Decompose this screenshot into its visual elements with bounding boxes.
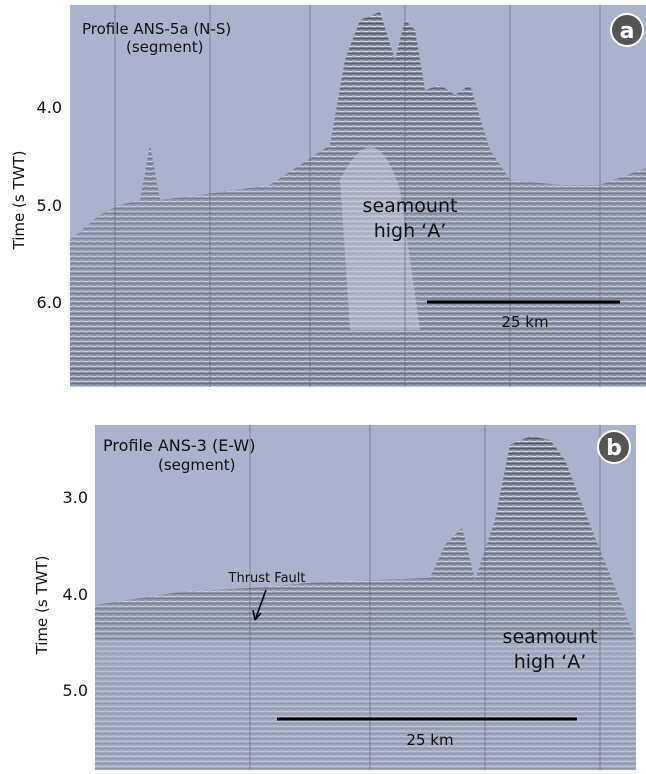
panel-title: Profile ANS-3 (E-W) bbox=[103, 436, 255, 455]
y-tick-label: 5.0 bbox=[37, 196, 62, 215]
callout-label: Thrust Fault bbox=[228, 571, 306, 586]
figure: Profile ANS-5a (N-S) (segment) a 4.0 5.0… bbox=[0, 0, 646, 770]
panel-a: Profile ANS-5a (N-S) (segment) a 4.0 5.0… bbox=[10, 5, 646, 387]
y-axis-label: Time (s TWT) bbox=[33, 556, 51, 656]
panel-title: Profile ANS-5a (N-S) bbox=[82, 20, 231, 38]
panel-label: a bbox=[620, 19, 635, 44]
panel-subtitle: (segment) bbox=[126, 38, 204, 56]
annotation: high ‘A’ bbox=[514, 651, 587, 673]
panel-b: Profile ANS-3 (E-W) (segment) b 3.0 4.0 … bbox=[33, 425, 636, 770]
annotation: high ‘A’ bbox=[374, 220, 447, 242]
y-tick-label: 3.0 bbox=[63, 488, 88, 507]
y-tick-label: 4.0 bbox=[37, 98, 62, 117]
scale-bar-label: 25 km bbox=[406, 731, 453, 749]
annotation: seamount bbox=[363, 195, 458, 217]
y-tick-label: 5.0 bbox=[63, 681, 88, 700]
y-axis-label: Time (s TWT) bbox=[10, 151, 28, 251]
scale-bar-label: 25 km bbox=[501, 313, 548, 331]
y-tick-label: 4.0 bbox=[63, 585, 88, 604]
panel-label: b bbox=[606, 436, 622, 461]
panel-subtitle: (segment) bbox=[158, 456, 236, 474]
annotation: seamount bbox=[503, 626, 598, 648]
y-tick-label: 6.0 bbox=[37, 293, 62, 312]
